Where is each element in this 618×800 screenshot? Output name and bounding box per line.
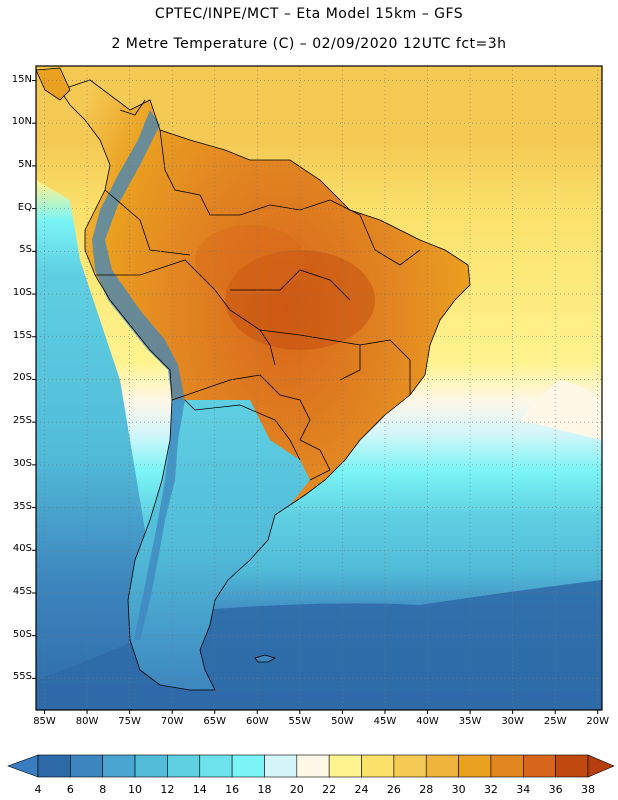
- colorbar-segment: [70, 754, 104, 778]
- lon-label: 35W: [458, 716, 482, 727]
- colorbar-label: 26: [386, 783, 401, 796]
- lat-label: EQ: [17, 201, 32, 213]
- hot-core: [225, 250, 375, 350]
- colorbar-label: 6: [66, 783, 74, 796]
- colorbar-segment: [425, 754, 459, 778]
- colorbar-segment: [134, 754, 168, 778]
- colorbar-segment: [522, 754, 556, 778]
- colorbar-label: 22: [322, 783, 337, 796]
- graticule: [36, 66, 602, 710]
- colorbar-label: 8: [99, 783, 107, 796]
- lat-label: 5N: [18, 158, 32, 170]
- colorbar-low-arrow: [7, 754, 39, 778]
- lon-label: 20W: [586, 716, 610, 727]
- lon-label: 25W: [543, 716, 567, 727]
- lon-label: 65W: [203, 716, 227, 727]
- lat-label: 45S: [12, 585, 32, 597]
- lon-label: 50W: [331, 716, 354, 727]
- axis-ticks: [32, 80, 599, 714]
- lon-label: 40W: [416, 716, 439, 727]
- colorbar-segment: [37, 754, 71, 778]
- colorbar-label: 14: [192, 783, 207, 796]
- colorbar-label: 38: [581, 783, 595, 796]
- map-subtitle: 2 Metre Temperature (C) – 02/09/2020 12U…: [111, 36, 507, 52]
- lat-label: 35S: [12, 500, 32, 512]
- lat-label: 55S: [12, 671, 32, 683]
- andes-cold-band: [92, 110, 185, 640]
- lat-label: 50S: [12, 628, 32, 640]
- colorbar-label: 10: [128, 783, 143, 796]
- colorbar-label: 28: [419, 783, 434, 796]
- colorbar-segment: [393, 754, 427, 778]
- lon-label: 85W: [33, 716, 56, 727]
- colorbar-segment: [328, 754, 362, 778]
- colorbar-segment: [361, 754, 395, 778]
- colorbar-label: 30: [451, 783, 466, 796]
- colorbar-label: 34: [516, 783, 531, 796]
- lon-label: 75W: [118, 716, 141, 727]
- colorbar-segment: [555, 754, 589, 778]
- colorbar-segment: [102, 754, 136, 778]
- colorbar-label: 12: [160, 783, 175, 796]
- map-title: CPTEC/INPE/MCT – Eta Model 15km – GFS: [154, 6, 464, 22]
- lon-label: 70W: [160, 716, 184, 727]
- colorbar-label: 36: [548, 783, 563, 796]
- colorbar-segment: [296, 754, 330, 778]
- lat-label: 30S: [12, 457, 32, 469]
- lon-label: 80W: [75, 716, 99, 727]
- colorbar-label: 4: [34, 783, 42, 796]
- colorbar-segment: [199, 754, 233, 778]
- colorbar-label: 32: [483, 783, 498, 796]
- lat-label: 40S: [12, 543, 32, 555]
- country-borders: [59, 79, 471, 691]
- warm-anomaly: [520, 380, 602, 440]
- colorbar-segment: [458, 754, 492, 778]
- lat-label: 5S: [19, 244, 32, 256]
- map-frame: [35, 65, 603, 711]
- colorbar-label: 16: [225, 783, 240, 796]
- colorbar-label: 24: [354, 783, 369, 796]
- lon-label: 30W: [501, 716, 524, 727]
- hot-area: [195, 225, 305, 295]
- lon-label: 60W: [245, 716, 269, 727]
- colorbar-segment: [490, 754, 524, 778]
- lat-label: 25S: [12, 415, 32, 427]
- lat-label: 20S: [12, 372, 32, 384]
- falkland-islands: [254, 654, 277, 663]
- colorbar-label: 20: [289, 783, 304, 796]
- lat-label: 10S: [12, 287, 32, 299]
- pacific-ocean: [36, 66, 200, 710]
- central-america: [36, 67, 71, 101]
- lat-label: 15S: [12, 329, 32, 341]
- lat-label: 15N: [11, 73, 32, 85]
- colorbar-segment: [231, 754, 265, 778]
- colorbar-segment: [167, 754, 201, 778]
- lon-label: 55W: [288, 716, 312, 727]
- colorbar: [7, 754, 615, 778]
- colorbar-label: 18: [257, 783, 272, 796]
- lat-label: 10N: [11, 116, 32, 128]
- colorbar-high-arrow: [587, 754, 615, 778]
- lon-label: 45W: [373, 716, 397, 727]
- colorbar-segment: [264, 754, 298, 778]
